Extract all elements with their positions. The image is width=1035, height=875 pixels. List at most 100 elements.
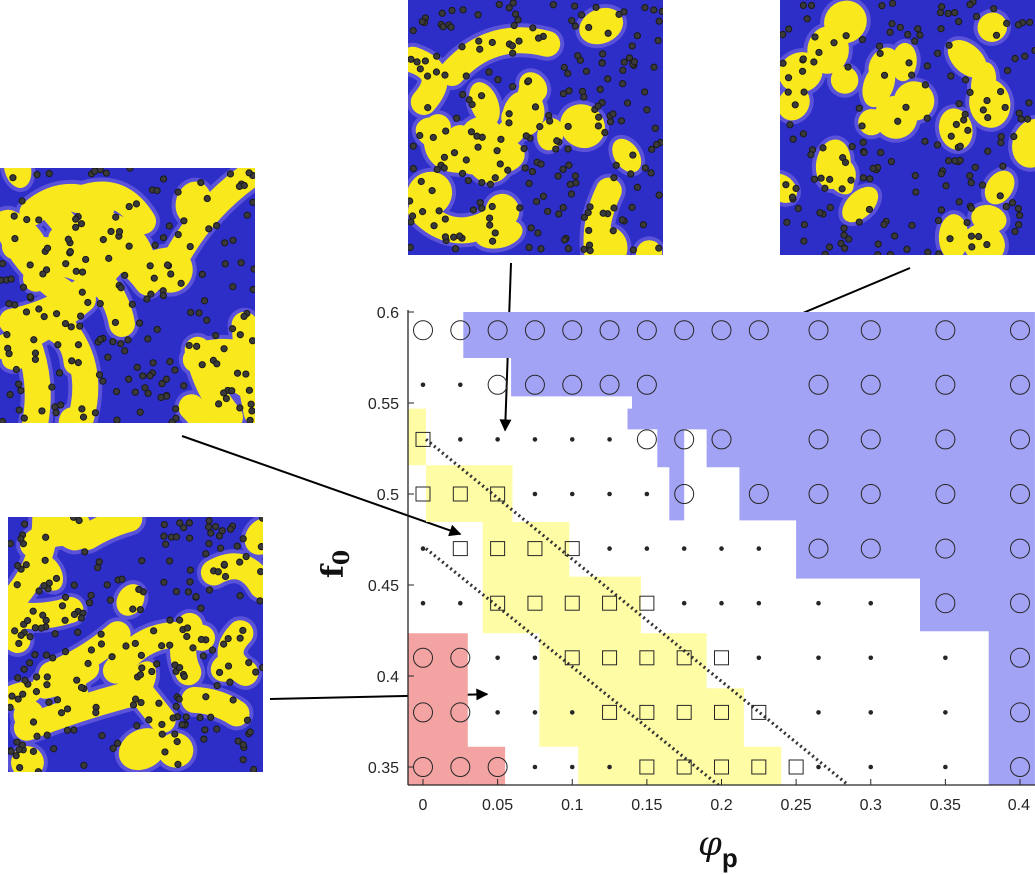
inset-particle xyxy=(246,728,254,736)
circle-marker xyxy=(935,320,956,341)
inset-particle xyxy=(128,300,136,308)
square-marker xyxy=(751,759,767,775)
inset-particle xyxy=(226,525,235,533)
inset-particle xyxy=(78,405,86,413)
square-marker xyxy=(639,704,655,720)
circle-marker xyxy=(450,702,471,723)
inset-particle xyxy=(458,169,467,178)
inset-particle xyxy=(226,678,234,686)
inset-particle xyxy=(144,389,152,397)
inset-particle xyxy=(807,151,815,159)
inset-particle xyxy=(129,701,138,709)
inset-particle xyxy=(951,157,959,165)
inset-particle xyxy=(564,244,573,253)
circle-marker xyxy=(674,429,695,450)
inset-particle xyxy=(408,55,415,63)
inset-particle xyxy=(159,234,168,242)
inset-particle xyxy=(564,145,572,153)
inset-particle xyxy=(176,519,184,527)
inset-particle xyxy=(138,557,146,565)
circle-marker xyxy=(599,374,620,395)
inset-particle xyxy=(187,308,195,317)
inset-particle xyxy=(453,114,461,122)
inset-particle xyxy=(416,65,424,73)
inset-particle xyxy=(1008,199,1017,207)
inset-particle xyxy=(582,67,590,75)
inset-particle xyxy=(886,28,894,36)
inset-particle xyxy=(14,695,22,703)
inset-particle xyxy=(162,392,171,400)
inset-particle xyxy=(175,695,183,703)
inset-particle xyxy=(107,227,115,236)
dot-marker xyxy=(607,764,612,770)
square-marker xyxy=(676,759,692,775)
inset-particle xyxy=(505,119,513,127)
inset-particle xyxy=(522,132,530,140)
inset-particle xyxy=(968,243,976,251)
circle-marker xyxy=(808,320,829,341)
dot-marker xyxy=(458,600,463,606)
inset-particle xyxy=(20,414,28,422)
inset-particle xyxy=(74,359,82,367)
dot-marker xyxy=(644,491,650,497)
inset-particle xyxy=(489,237,497,245)
dot-marker xyxy=(681,546,687,551)
inset-particle xyxy=(1011,54,1019,63)
x-axis-subscript: p xyxy=(722,843,738,873)
inset-particle xyxy=(31,355,40,364)
dot-marker xyxy=(719,546,724,551)
inset-particle xyxy=(610,174,618,182)
inset-particle xyxy=(908,71,916,79)
inset-particle xyxy=(246,416,254,423)
inset-particle xyxy=(102,169,110,177)
circle-marker xyxy=(487,320,508,341)
inset-particle xyxy=(630,58,639,66)
inset-particle xyxy=(169,714,177,722)
inset-particle xyxy=(77,683,86,692)
inset-particle xyxy=(85,599,94,607)
y-tick-label: 0.6 xyxy=(377,305,399,322)
circle-marker xyxy=(935,538,956,559)
inset-particle xyxy=(571,22,579,30)
inset-particle xyxy=(217,544,225,552)
inset-particle xyxy=(485,68,493,76)
inset-particle xyxy=(72,215,80,223)
inset-particle xyxy=(153,325,161,334)
dot-marker xyxy=(495,437,500,442)
inset-particle xyxy=(52,574,61,583)
inset-particle xyxy=(784,88,792,96)
inset-particle xyxy=(564,122,572,131)
inset-particle xyxy=(105,254,113,262)
inset-particle xyxy=(35,587,43,595)
inset-particle xyxy=(15,406,23,414)
inset-particle xyxy=(29,607,37,615)
inset-particle xyxy=(947,72,955,80)
dot-marker xyxy=(532,764,538,770)
inset-particle xyxy=(874,251,882,255)
inset-particle xyxy=(40,312,48,321)
inset-particle xyxy=(135,585,143,594)
circle-marker xyxy=(1010,538,1030,559)
dot-marker xyxy=(569,491,575,497)
inset-particle xyxy=(462,72,470,80)
inset-particle xyxy=(612,161,620,169)
inset-particle xyxy=(136,606,144,614)
inset-particle xyxy=(95,558,103,566)
inset-snapshots xyxy=(0,0,1035,772)
inset-domain xyxy=(971,204,1007,233)
inset-particle xyxy=(82,255,90,264)
inset-domain xyxy=(842,186,879,223)
inset-particle xyxy=(192,592,200,601)
inset-stripe xyxy=(423,114,481,173)
x-tick-label: 0.1 xyxy=(561,797,583,814)
inset-particle xyxy=(247,400,255,408)
inset-particle xyxy=(145,716,153,724)
inset-domain xyxy=(891,42,917,82)
inset-particle xyxy=(934,216,943,225)
inset-particle xyxy=(904,30,912,39)
inset-particle xyxy=(243,716,252,724)
inset-domain xyxy=(591,227,628,255)
inset-particle xyxy=(509,0,517,7)
circle-marker xyxy=(1010,429,1030,450)
inset-particle xyxy=(43,681,51,689)
